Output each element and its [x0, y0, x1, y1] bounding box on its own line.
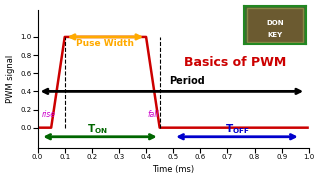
Text: rise: rise — [42, 110, 56, 119]
Text: Puse Width: Puse Width — [76, 39, 134, 48]
Text: $\mathbf{T_{ON}}$: $\mathbf{T_{ON}}$ — [87, 122, 108, 136]
Text: Basics of PWM: Basics of PWM — [184, 56, 287, 69]
Text: Period: Period — [169, 76, 205, 86]
Text: fall: fall — [148, 110, 159, 119]
Text: $\mathbf{T_{OFF}}$: $\mathbf{T_{OFF}}$ — [225, 122, 249, 136]
Y-axis label: PWM signal: PWM signal — [5, 55, 14, 103]
X-axis label: Time (ms): Time (ms) — [152, 165, 194, 174]
